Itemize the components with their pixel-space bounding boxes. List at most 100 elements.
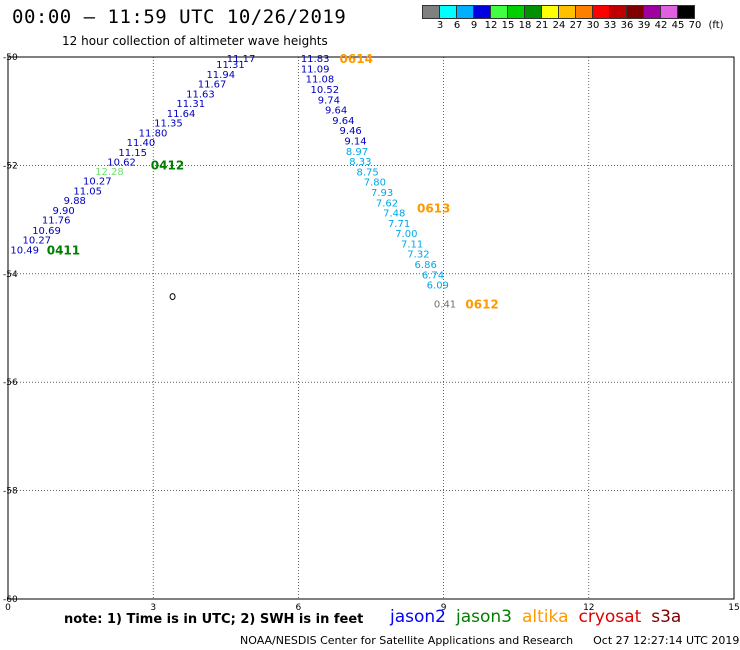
wave-height-value: 7.93 [371,188,393,199]
legend-swatches [422,5,695,19]
wave-height-value: 6.86 [415,260,437,271]
wave-height-value: 7.80 [364,178,386,189]
wave-height-value: 11.94 [206,70,235,81]
map-subtitle: 12 hour collection of altimeter wave hei… [62,34,328,48]
wave-height-value: 11.76 [42,216,71,227]
map-frame [7,56,735,600]
pass-0612-0614: 11.8311.0911.0810.529.749.649.649.469.14… [301,52,499,312]
legend-swatch [677,5,695,19]
lat-tick-label: -52 [3,161,18,171]
legend-label: 42 [654,20,668,31]
lon-tick-label: 9 [441,603,447,613]
wave-height-value: 7.00 [395,229,417,240]
wave-height-value: 7.62 [376,198,398,209]
pass-time-label: 0612 [465,298,498,312]
map-islands [169,293,176,301]
lat-tick-label: -50 [3,53,18,63]
wave-height-value: 11.80 [139,128,168,139]
legend-label: 15 [501,20,515,31]
lat-tick-label: -56 [3,378,18,388]
wave-height-value: 9.64 [325,106,347,117]
legend-labels: 3 6 9 12 15 18 21 24 27 30 33 36 39 42 45 70 (ft) [422,19,724,33]
wave-height-value: 11.17 [227,54,256,65]
credit-text: NOAA/NESDIS Center for Satellite Applica… [240,634,574,647]
wave-height-value: 11.31 [176,99,205,110]
legend-label: 3 [436,20,444,31]
generation-timestamp: Oct 27 12:27:14 UTC 2019 [593,634,740,647]
lat-tick-label: -60 [3,595,18,605]
wave-height-value: 7.71 [388,219,410,230]
legend-label: 12 [484,20,498,31]
wave-height-value: 11.64 [167,109,196,120]
wave-height-value: 6.74 [422,270,444,281]
map-axis-labels: 0 3 6 9 12 15 -50 -52 -54 -56 -58 -60 [3,53,740,613]
satellite-s3a: s3a [651,607,682,627]
footer-credit: NOAA/NESDIS Center for Satellite Applica… [240,634,739,647]
wave-height-value: 10.49 [10,245,39,256]
legend-label: 33 [603,20,617,31]
legend-label: 18 [518,20,532,31]
wave-height-value: 11.35 [154,119,183,130]
wave-height-value: 9.88 [64,196,86,207]
wave-height-value: 10.62 [107,158,136,169]
wave-height-value: 11.40 [127,138,156,149]
wave-height-value: 7.48 [383,209,405,220]
legend-label: 36 [620,20,634,31]
legend-label: 21 [535,20,549,31]
legend-label: 6 [453,20,461,31]
wave-height-value: 9.64 [332,116,354,127]
wave-height-value: 11.08 [306,75,335,86]
wave-height-value: 9.46 [340,126,362,137]
wave-height-value: 0.41 [434,300,456,311]
wave-height-value: 11.15 [118,148,147,159]
wave-height-value: 7.32 [407,250,429,261]
wave-height-value: 11.83 [301,54,330,65]
wave-height-value: 8.33 [349,157,371,168]
legend-unit: (ft) [708,20,724,31]
wave-height-value: 10.27 [23,236,52,247]
lon-tick-label: 15 [728,603,739,613]
wave-height-value: 10.52 [311,85,340,96]
satellite-jason2: jason2 [390,607,446,627]
altimeter-tracks: 10.4910.2710.6911.769.909.8811.0510.2712… [10,52,498,312]
wave-height-value: 8.97 [346,147,368,158]
wave-height-value: 9.74 [318,95,340,106]
legend-label: 24 [552,20,566,31]
wave-height-value: 11.67 [198,80,227,91]
pass-time-label: 0411 [47,243,80,257]
pass-time-label: 0613 [417,202,450,216]
pass-0411-0412: 10.4910.2710.6911.769.909.8811.0510.2712… [10,54,255,257]
map-title: 00:00 – 11:59 UTC 10/26/2019 [12,6,347,28]
wave-height-value: 10.27 [83,177,112,188]
legend-label: 45 [671,20,685,31]
pass-time-label: 0412 [151,158,184,172]
wave-height-value: 11.63 [186,89,215,100]
wave-height-value: 10.69 [32,226,61,237]
lat-tick-label: -58 [3,487,18,497]
wave-height-value: 6.09 [427,281,449,292]
map-grid [7,56,735,600]
lon-tick-label: 6 [296,603,302,613]
footer-note: note: 1) Time is in UTC; 2) SWH is in fe… [64,612,364,627]
pass-time-label: 0614 [340,52,373,66]
lon-tick-label: 3 [150,603,156,613]
legend-label: 30 [586,20,600,31]
satellite-legend: jason2 jason3 altika cryosat s3a [390,607,691,627]
wave-height-value: 9.14 [344,136,366,147]
wave-height-value: 11.05 [73,186,102,197]
satellite-altika: altika [522,607,569,627]
legend-label: 39 [637,20,651,31]
wave-height-value: 11.09 [301,64,330,75]
wave-height-value: 12.28 [95,167,124,178]
wave-height-value: 9.90 [53,206,75,217]
wave-height-value: 8.75 [356,167,378,178]
lon-tick-label: 0 [5,603,11,613]
wave-height-legend: 3 6 9 12 15 18 21 24 27 30 33 36 39 42 45 70 (ft) [422,5,724,33]
lat-tick-label: -54 [3,270,18,280]
satellite-jason3: jason3 [456,607,512,627]
legend-label: 70 [688,20,702,31]
lon-tick-label: 12 [583,603,594,613]
wave-height-value: 11.31 [216,60,245,71]
legend-label: 9 [470,20,478,31]
